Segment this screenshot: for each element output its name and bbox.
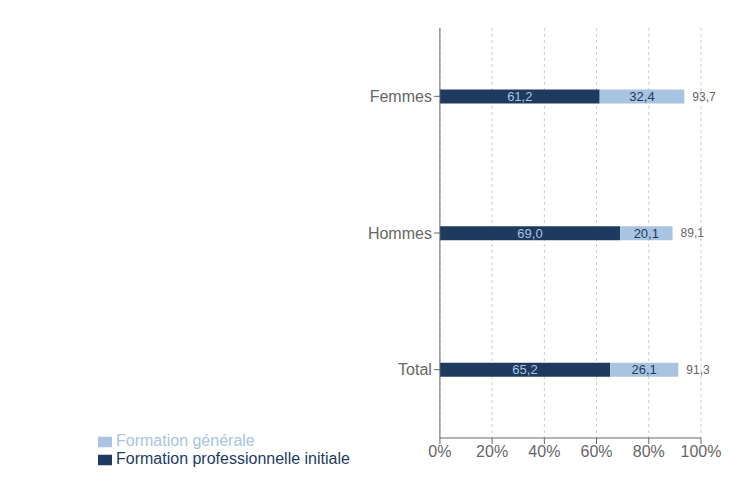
svg-text:20,1: 20,1 bbox=[634, 226, 659, 241]
svg-text:20%: 20% bbox=[476, 443, 508, 460]
svg-text:89,1: 89,1 bbox=[681, 226, 705, 240]
html-text:Formation professionnelle init: Formation professionnelle initiale bbox=[116, 450, 350, 467]
svg-text:0%: 0% bbox=[428, 443, 451, 460]
svg-text:Hommes: Hommes bbox=[368, 225, 432, 242]
svg-text:65,2: 65,2 bbox=[512, 362, 537, 377]
svg-text:Femmes: Femmes bbox=[370, 88, 432, 105]
svg-text:69,0: 69,0 bbox=[517, 226, 542, 241]
svg-text:100%: 100% bbox=[681, 443, 722, 460]
svg-text:93,7: 93,7 bbox=[692, 90, 716, 104]
svg-text:60%: 60% bbox=[581, 443, 613, 460]
svg-text:32,4: 32,4 bbox=[629, 89, 654, 104]
html-text:Formation générale: Formation générale bbox=[116, 432, 255, 449]
svg-text:61,2: 61,2 bbox=[507, 89, 532, 104]
svg-text:26,1: 26,1 bbox=[632, 362, 657, 377]
svg-text:80%: 80% bbox=[633, 443, 665, 460]
svg-text:Total: Total bbox=[398, 361, 432, 378]
svg-text:40%: 40% bbox=[528, 443, 560, 460]
svg-text:91,3: 91,3 bbox=[686, 363, 710, 377]
